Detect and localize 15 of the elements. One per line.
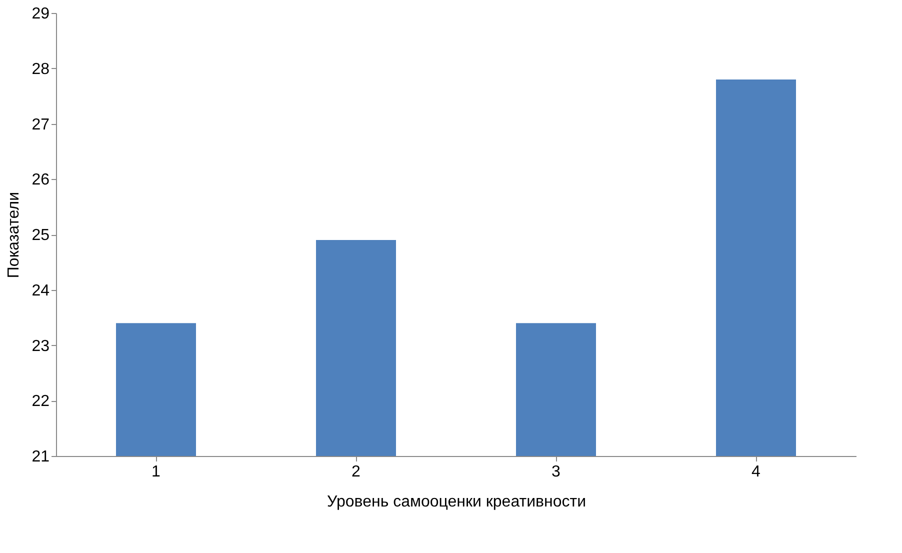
y-tick-label: 28 xyxy=(32,60,50,78)
y-axis-title: Показатели xyxy=(6,192,23,278)
y-tick-label: 23 xyxy=(32,338,50,355)
y-tick-label: 27 xyxy=(32,116,50,134)
x-axis-title: Уровень самооценки креативности xyxy=(327,494,586,510)
y-tick-label: 26 xyxy=(32,172,50,189)
y-tick-label: 25 xyxy=(32,227,50,244)
y-tick-label: 22 xyxy=(32,393,50,410)
y-tick-label: 24 xyxy=(32,282,50,300)
x-tick-label: 4 xyxy=(752,464,761,480)
x-tick-label: 3 xyxy=(552,464,561,480)
y-tick-label: 21 xyxy=(32,448,50,466)
y-tick-label: 29 xyxy=(32,6,50,22)
x-tick-label: 1 xyxy=(152,464,161,480)
x-tick-label: 2 xyxy=(352,464,361,480)
